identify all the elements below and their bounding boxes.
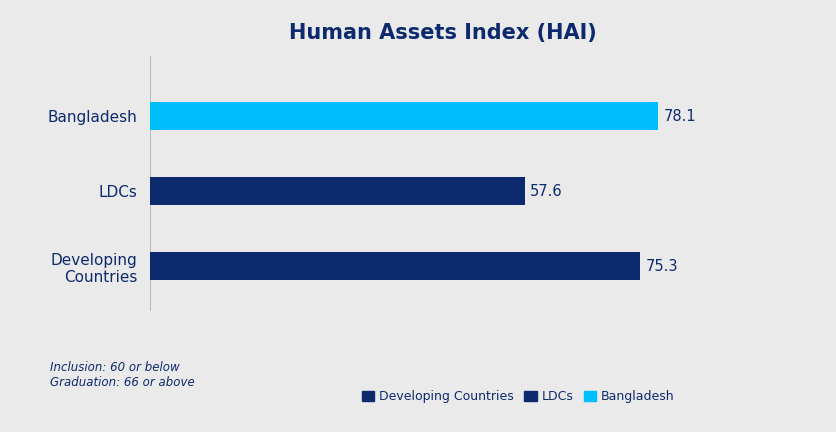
Text: 78.1: 78.1: [664, 108, 696, 124]
Bar: [150, 102, 658, 130]
Title: Human Assets Index (HAI): Human Assets Index (HAI): [289, 23, 597, 44]
Bar: [150, 177, 525, 205]
Bar: [150, 252, 640, 280]
Legend: Developing Countries, LDCs, Bangladesh: Developing Countries, LDCs, Bangladesh: [357, 385, 680, 409]
Text: 75.3: 75.3: [645, 259, 678, 273]
Text: 57.6: 57.6: [530, 184, 563, 199]
Text: Inclusion: 60 or below
Graduation: 66 or above: Inclusion: 60 or below Graduation: 66 or…: [50, 361, 195, 389]
